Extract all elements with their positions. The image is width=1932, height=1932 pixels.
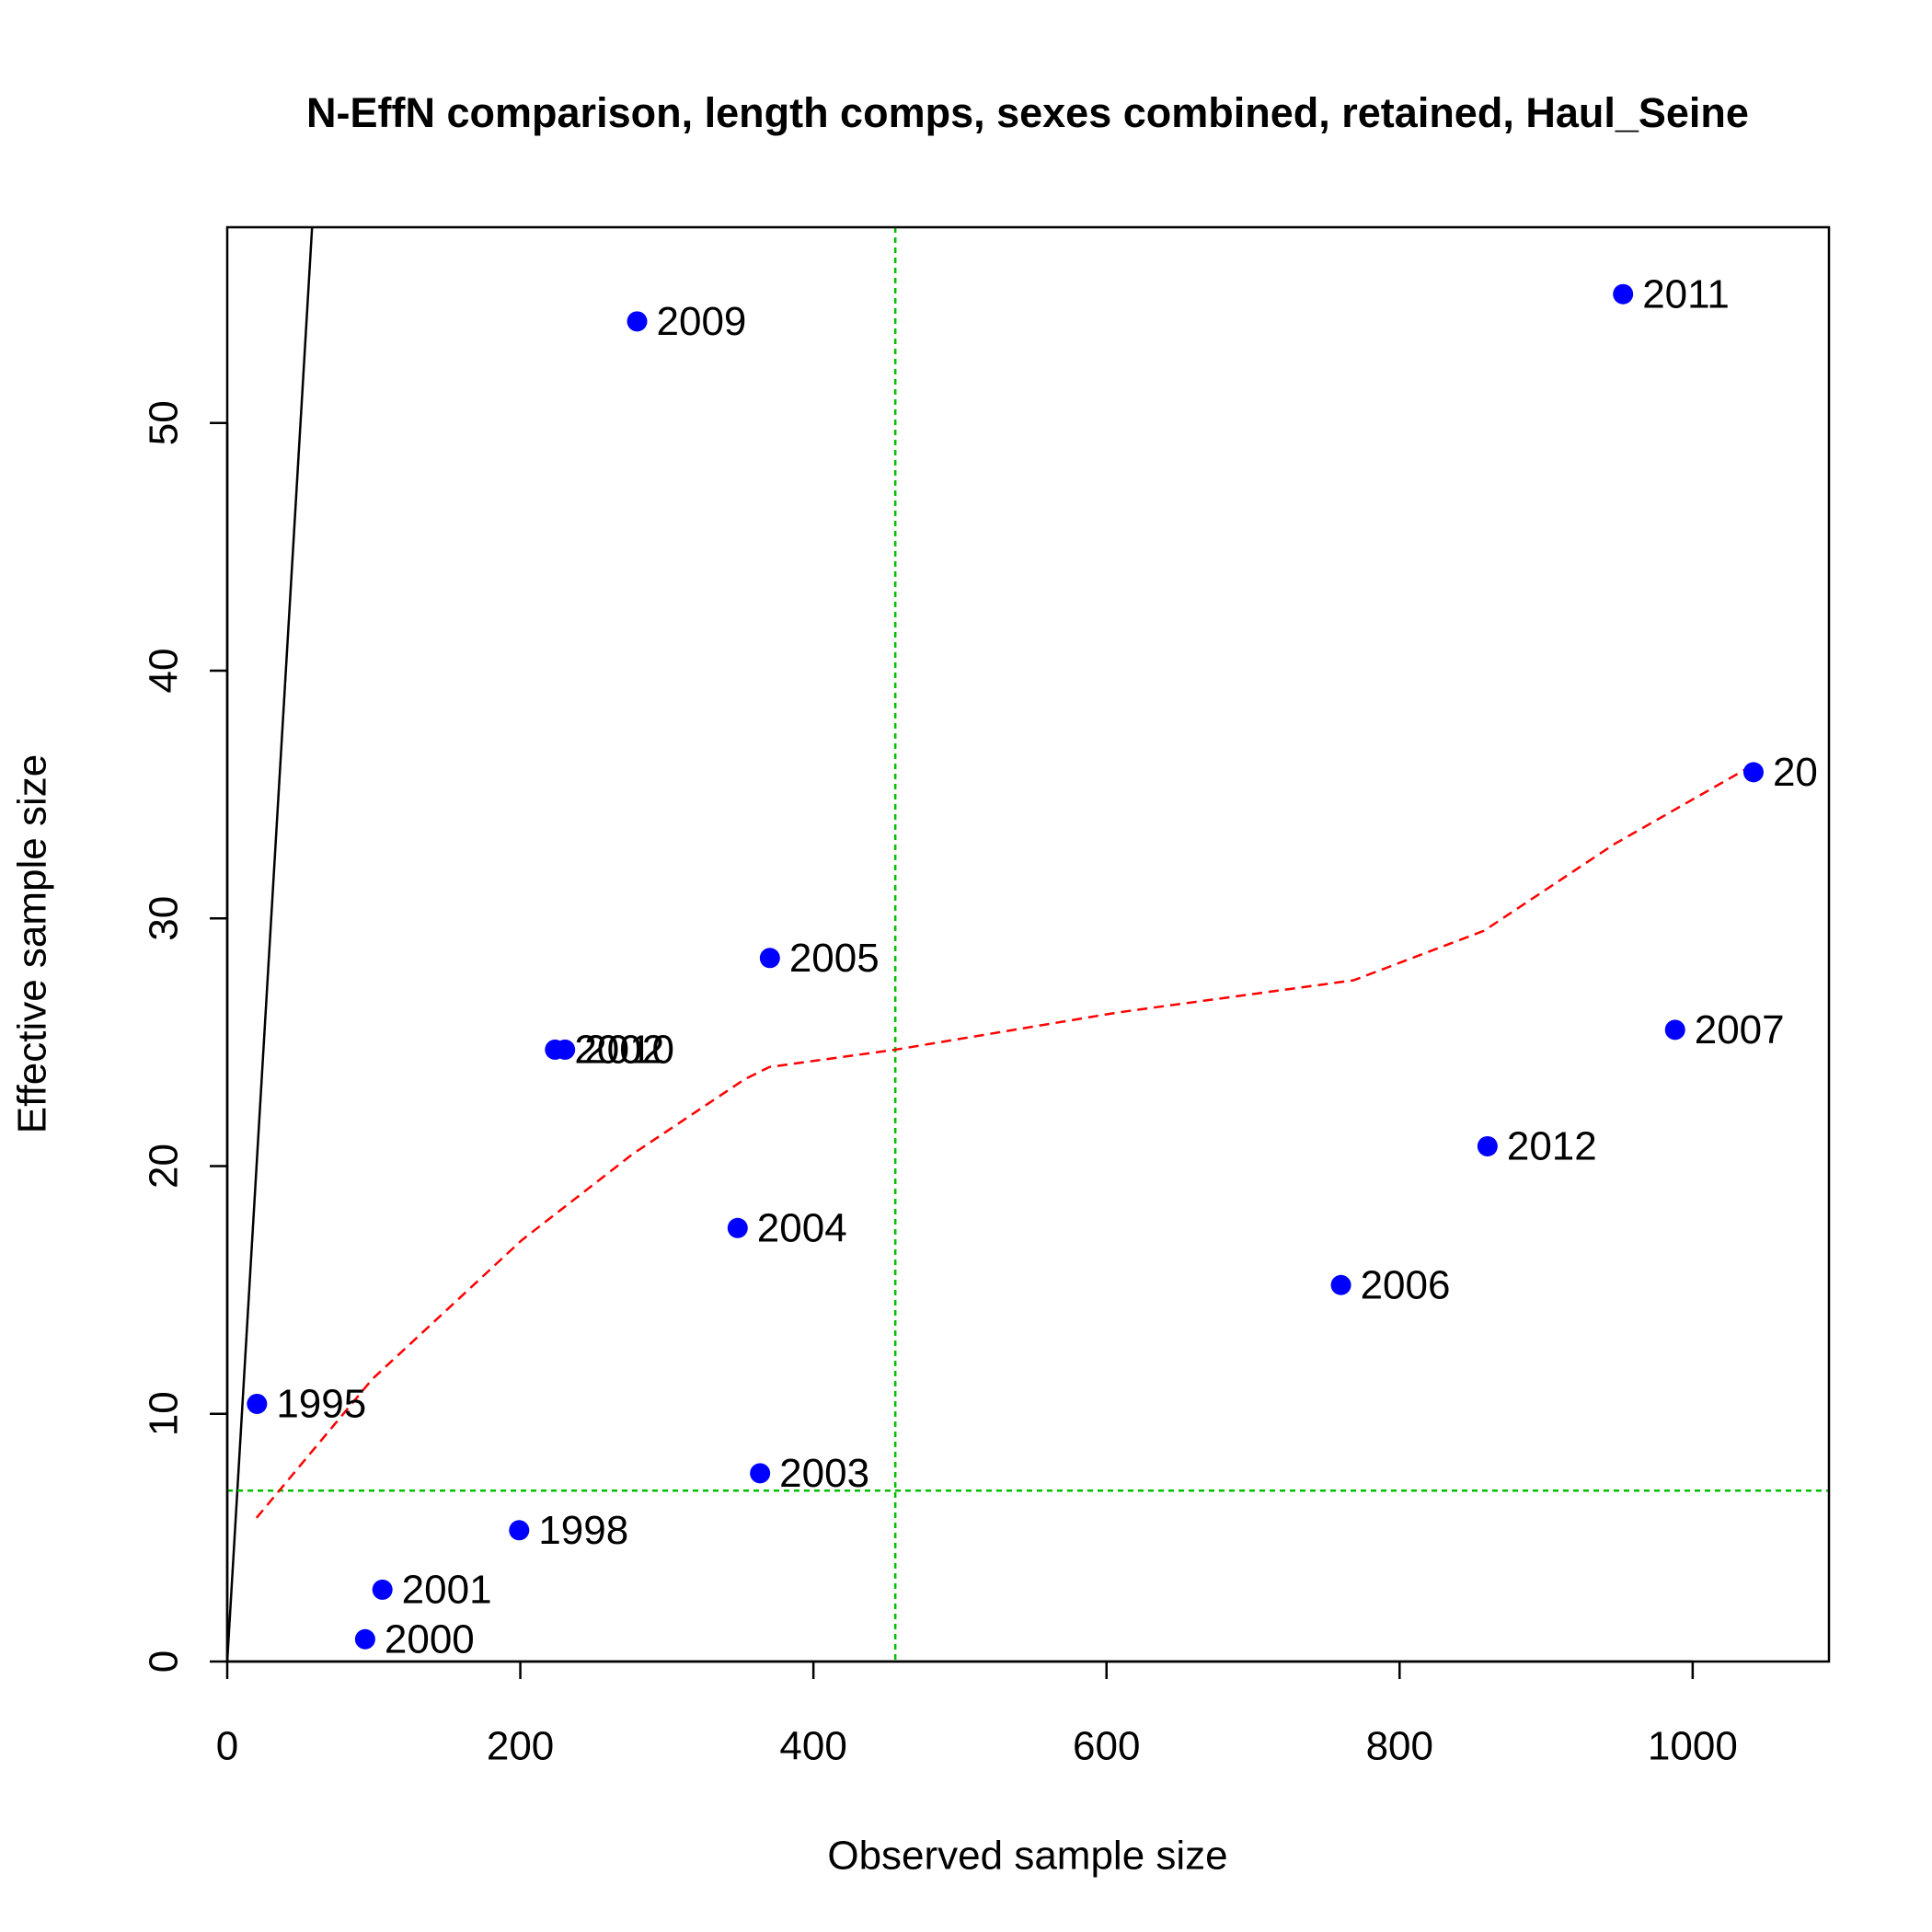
y-tick-label: 40 (142, 648, 187, 693)
data-point (750, 1463, 771, 1484)
data-point (1477, 1135, 1498, 1156)
data-point (627, 311, 648, 332)
x-tick-label: 1000 (1648, 1724, 1738, 1769)
data-point (727, 1217, 748, 1238)
point-label: 2004 (757, 1205, 847, 1250)
y-tick-label: 50 (142, 400, 187, 445)
y-tick-label: 30 (142, 896, 187, 941)
data-point (1664, 1019, 1685, 1041)
data-point (247, 1393, 268, 1414)
plot-frame (225, 225, 1831, 1663)
point-label: 2002 (574, 1028, 664, 1073)
x-tick-label: 200 (487, 1724, 554, 1769)
data-point (1742, 762, 1764, 783)
data-point (509, 1520, 530, 1541)
x-tick-label: 800 (1366, 1724, 1433, 1769)
point-label: 2005 (789, 936, 880, 981)
point-label: 2011 (1642, 271, 1730, 316)
point-label: 2007 (1695, 1007, 1785, 1052)
x-tick-label: 0 (216, 1724, 238, 1769)
x-tick-label: 600 (1073, 1724, 1140, 1769)
data-point (1613, 283, 1634, 305)
y-tick-label: 0 (142, 1650, 187, 1673)
smoother-line (255, 764, 1754, 1519)
point-label: 2012 (1507, 1124, 1597, 1169)
data-point (354, 1628, 375, 1650)
x-axis-label: Observed sample size (827, 1834, 1227, 1879)
point-label: 2003 (779, 1451, 869, 1496)
identity-line (227, 227, 314, 1662)
point-label: 2006 (1361, 1262, 1451, 1307)
point-label: 2000 (385, 1616, 475, 1662)
data-point (555, 1039, 576, 1060)
y-tick-label: 20 (142, 1144, 187, 1189)
chart-title: N-EffN comparison, length comps, sexes c… (306, 89, 1749, 136)
data-point (759, 948, 780, 969)
point-label: 2001 (402, 1568, 492, 1613)
data-point (1330, 1274, 1351, 1295)
point-label: 1998 (538, 1508, 628, 1553)
x-tick-label: 400 (779, 1724, 846, 1769)
point-label: 1995 (276, 1382, 366, 1427)
point-label: 2009 (657, 299, 747, 344)
point-label: 2010 (584, 1028, 674, 1073)
point-label: 20 (1773, 750, 1818, 795)
y-axis-label: Effective sample size (10, 754, 55, 1133)
data-point (372, 1579, 393, 1600)
y-tick-label: 10 (142, 1391, 187, 1436)
